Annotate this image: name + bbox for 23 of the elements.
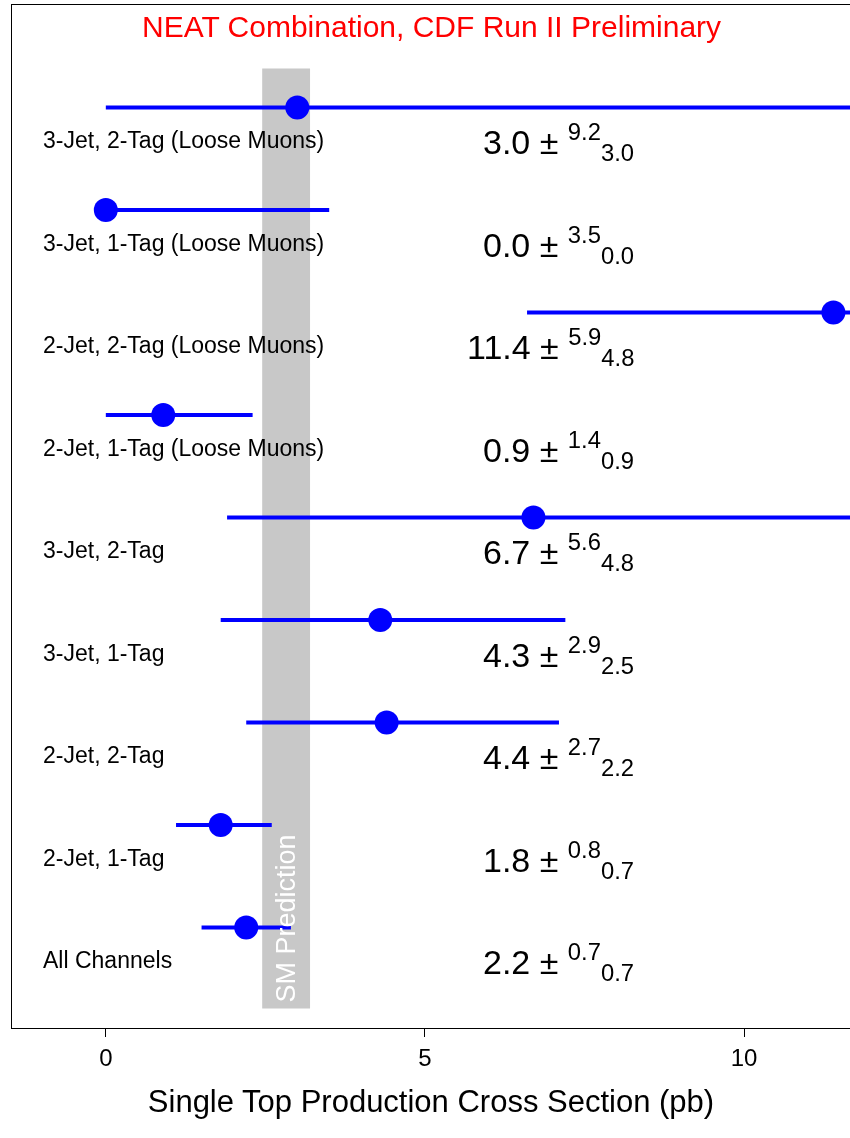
y-tick-label: 3-Jet, 1-Tag	[43, 640, 165, 666]
point	[234, 915, 259, 940]
point	[285, 95, 310, 120]
y-tick-label: 2-Jet, 1-Tag	[43, 845, 165, 871]
y-tick-label: All Channels	[43, 947, 173, 973]
y-tick-label: 2-Jet, 1-Tag (Loose Muons)	[43, 435, 325, 461]
chart-title: NEAT Combination, CDF Run II Preliminary	[142, 10, 722, 43]
y-tick-label: 2-Jet, 2-Tag	[43, 742, 165, 768]
y-tick-label: 3-Jet, 2-Tag	[43, 537, 165, 563]
y-tick-label: 3-Jet, 1-Tag (Loose Muons)	[43, 230, 325, 256]
point	[368, 608, 393, 633]
x-axis-title: Single Top Production Cross Section (pb)	[147, 1084, 715, 1119]
x-tick-label: 5	[418, 1043, 432, 1071]
y-tick-label: 2-Jet, 2-Tag (Loose Muons)	[43, 332, 325, 358]
point	[521, 505, 546, 530]
point	[821, 300, 846, 325]
point	[208, 813, 233, 838]
x-tick-label: 10	[730, 1043, 758, 1071]
point	[374, 710, 399, 735]
point	[93, 198, 118, 222]
point	[151, 403, 176, 428]
y-tick-label: 3-Jet, 2-Tag (Loose Muons)	[43, 127, 325, 153]
x-tick-label: 0	[99, 1043, 113, 1071]
